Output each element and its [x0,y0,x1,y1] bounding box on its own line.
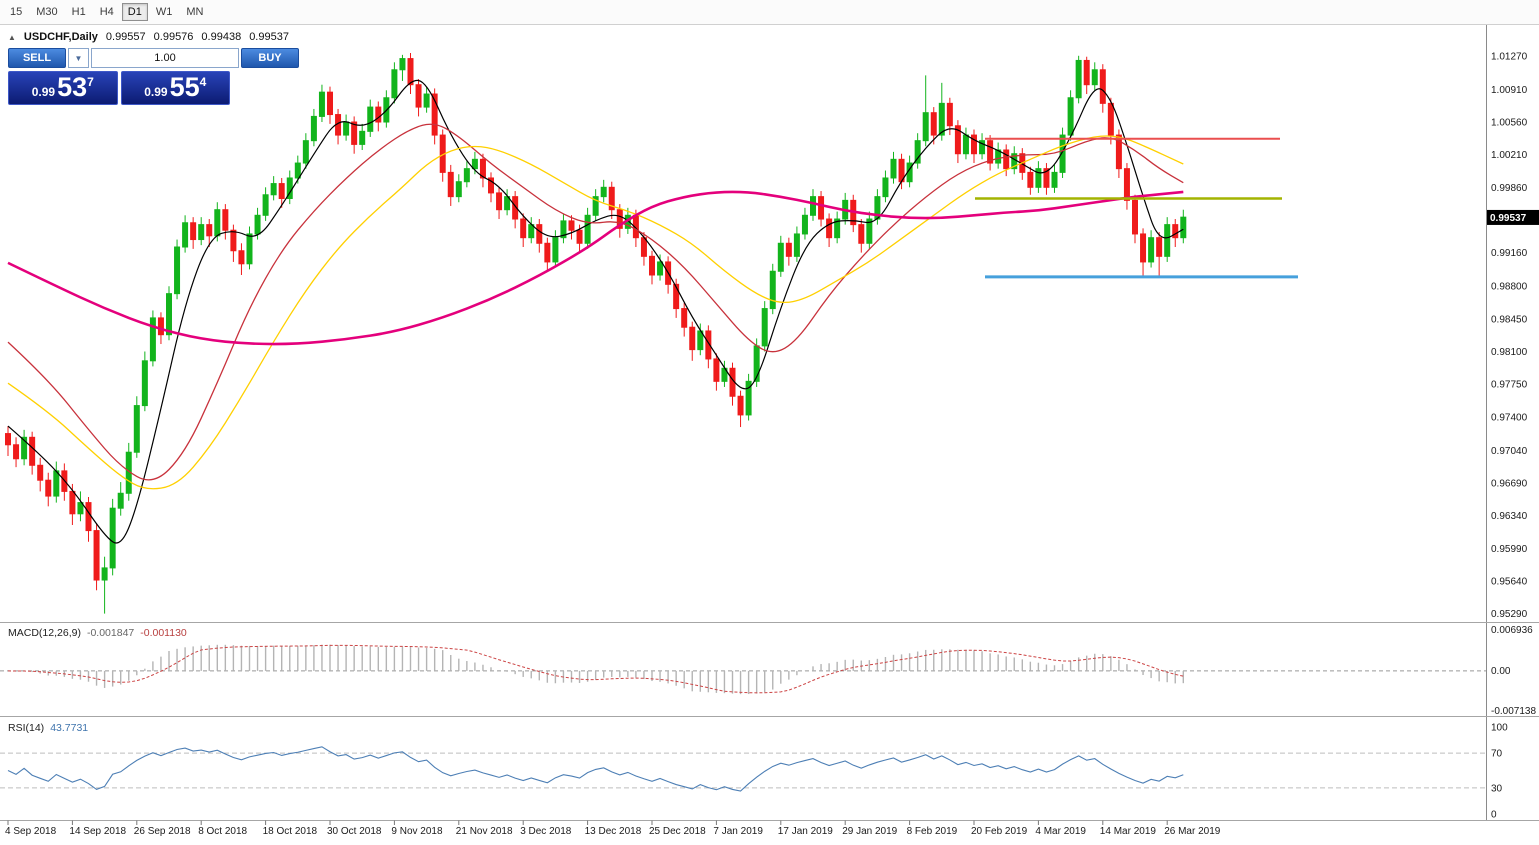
timeframe-button-D1[interactable]: D1 [121,3,148,21]
svg-text:0.99860: 0.99860 [1491,183,1528,194]
svg-text:14 Mar 2019: 14 Mar 2019 [1100,826,1157,837]
svg-text:14 Sep 2018: 14 Sep 2018 [69,826,126,837]
ma-slow-yellow [7,135,1184,490]
timeframe-button-M30[interactable]: M30 [30,3,63,21]
chevron-down-icon: ▼ [74,53,83,63]
svg-text:0.97400: 0.97400 [1491,412,1528,423]
ask-price-small: 0.99 [144,85,168,99]
svg-text:0.95640: 0.95640 [1491,576,1528,587]
svg-text:0.97750: 0.97750 [1491,380,1528,391]
rsi-indicator-header: RSI(14) 43.7731 [8,722,88,734]
svg-text:4 Sep 2018: 4 Sep 2018 [5,826,57,837]
chart-background [0,25,1539,845]
ohlc-high: 0.99576 [153,31,194,43]
trend-lines-layer [975,137,1298,279]
ask-price-pip: 4 [199,75,207,89]
macd-indicator-header: MACD(12,26,9) -0.001847 -0.001130 [8,627,187,639]
svg-text:4 Mar 2019: 4 Mar 2019 [1035,826,1086,837]
chart-symbol-header: ▲ USDCHF,Daily 0.99557 0.99576 0.99438 0… [8,31,289,43]
bid-price-big: 53 [57,72,88,103]
current-price-tag [1487,209,1539,225]
svg-text:0: 0 [1491,810,1497,821]
svg-text:20 Feb 2019: 20 Feb 2019 [971,826,1028,837]
ma-medium-red [7,123,1184,481]
svg-text:8 Feb 2019: 8 Feb 2019 [907,826,958,837]
svg-text:0.96690: 0.96690 [1491,479,1528,490]
svg-text:30 Oct 2018: 30 Oct 2018 [327,826,382,837]
price-chart-canvas[interactable]: 1.012701.009101.005601.002100.998600.995… [0,25,1539,845]
rsi-line [7,746,1184,792]
macd-main-value: -0.001847 [86,627,135,639]
svg-text:-0.007138: -0.007138 [1491,706,1536,717]
bid-price-pip: 7 [87,75,94,89]
timeframe-toolbar: 15 M30 H1 H4 D1 W1 MN [0,0,1539,25]
volume-input[interactable] [91,48,239,68]
svg-text:18 Oct 2018: 18 Oct 2018 [263,826,318,837]
svg-text:1.00910: 1.00910 [1491,85,1528,96]
svg-text:26 Mar 2019: 26 Mar 2019 [1164,826,1221,837]
time-axis[interactable]: 4 Sep 2018 14 Sep 2018 26 Sep 2018 8 Oct 20… [5,820,1221,838]
svg-text:26 Sep 2018: 26 Sep 2018 [134,826,191,837]
svg-text:0.006936: 0.006936 [1491,625,1533,636]
buy-button[interactable]: BUY [241,48,299,68]
timeframe-button-W1[interactable]: W1 [150,3,179,21]
chart-area: 1.012701.009101.005601.002100.998600.995… [0,25,1539,845]
svg-text:0.99160: 0.99160 [1491,248,1528,259]
volume-dropdown[interactable]: ▼ [68,48,89,68]
ask-price-display[interactable]: 0.99 55 4 [120,71,230,105]
macd-panel[interactable]: 0.006936 0.00 -0.007138 [0,625,1536,717]
svg-text:13 Dec 2018: 13 Dec 2018 [585,826,642,837]
ask-price-big: 55 [169,72,200,103]
svg-text:7 Jan 2019: 7 Jan 2019 [713,826,763,837]
svg-text:29 Jan 2019: 29 Jan 2019 [842,826,897,837]
macd-title: MACD(12,26,9) [8,627,81,639]
timeframe-button-H1[interactable]: H1 [66,3,92,21]
svg-text:100: 100 [1491,723,1508,734]
svg-text:0.95290: 0.95290 [1491,609,1528,620]
ohlc-close: 0.99537 [249,31,289,43]
svg-text:70: 70 [1491,749,1503,760]
symbol-label: USDCHF,Daily [23,31,98,43]
price-axis[interactable]: 1.01270 1.00910 1.00560 1.00210 0.99860 0.995… [1486,25,1539,821]
rsi-panel[interactable]: 100 70 30 0 [0,723,1508,821]
svg-text:1.01270: 1.01270 [1491,51,1528,62]
timeframe-button-MN[interactable]: MN [180,3,209,21]
svg-text:0.00: 0.00 [1491,666,1511,677]
bid-price-small: 0.99 [31,85,56,99]
bid-price-display[interactable]: 0.99 53 7 [8,71,118,105]
sell-button[interactable]: SELL [8,48,66,68]
svg-text:25 Dec 2018: 25 Dec 2018 [649,826,706,837]
timeframe-button-M15[interactable]: 15 [4,3,28,21]
rsi-title: RSI(14) [8,722,45,734]
svg-text:0.98800: 0.98800 [1491,282,1528,293]
svg-text:3 Dec 2018: 3 Dec 2018 [520,826,572,837]
svg-text:0.95990: 0.95990 [1491,544,1528,555]
moving-averages-layer [7,79,1184,544]
rsi-value: 43.7731 [50,722,89,734]
svg-text:8 Oct 2018: 8 Oct 2018 [198,826,247,837]
macd-signal-value: -0.001130 [140,627,187,639]
ohlc-low: 0.99438 [201,31,242,43]
svg-text:0.96340: 0.96340 [1491,511,1528,522]
svg-text:0.98450: 0.98450 [1491,314,1528,325]
svg-text:0.97040: 0.97040 [1491,446,1528,457]
ma-fast-black [7,79,1184,544]
timeframe-button-H4[interactable]: H4 [94,3,120,21]
svg-text:0.99537: 0.99537 [1490,213,1527,224]
svg-text:21 Nov 2018: 21 Nov 2018 [456,826,513,837]
svg-text:17 Jan 2019: 17 Jan 2019 [778,826,833,837]
svg-text:9 Nov 2018: 9 Nov 2018 [391,826,443,837]
ohlc-open: 0.99557 [105,31,146,43]
collapse-triangle-icon[interactable]: ▲ [8,32,16,42]
svg-text:1.00210: 1.00210 [1491,150,1528,161]
ma-long-magenta [7,190,1184,346]
svg-text:1.00560: 1.00560 [1491,118,1528,129]
svg-text:30: 30 [1491,783,1503,794]
svg-text:0.98100: 0.98100 [1491,347,1528,358]
chart-surface[interactable] [0,25,1486,622]
